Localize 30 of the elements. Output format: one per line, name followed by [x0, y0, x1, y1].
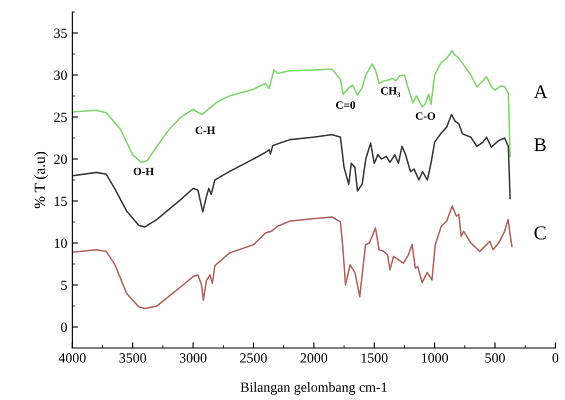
- x-axis-title: Bilangan gelombang cm-1: [240, 382, 387, 395]
- x-tick-label: 2500: [240, 353, 267, 363]
- y-tick-label: 30: [54, 70, 67, 80]
- annotation: C-H: [196, 126, 216, 134]
- annotation: O-H: [134, 168, 154, 176]
- x-tick-label: 1500: [362, 353, 388, 363]
- x-tick-label: 3500: [119, 353, 146, 363]
- y-axis-title: % T (a.u): [34, 152, 48, 208]
- y-tick-label: 0: [61, 322, 67, 332]
- y-tick-label: 20: [54, 154, 67, 164]
- y-tick-label: 25: [54, 112, 67, 122]
- y-tick-label: 5: [61, 280, 67, 290]
- x-tick-label: 0: [552, 353, 558, 363]
- annotation: C=0: [336, 101, 356, 109]
- y-tick-label: 10: [54, 238, 67, 248]
- annotation: CH₃: [380, 87, 400, 97]
- line-series: [72, 50, 511, 164]
- line-series: [72, 114, 511, 228]
- series-label: C: [534, 226, 546, 240]
- line-series: [72, 205, 513, 310]
- y-tick-label: 35: [54, 28, 67, 38]
- x-tick-label: 1000: [422, 353, 448, 363]
- x-tick-label: 2000: [300, 353, 328, 363]
- y-tick-label: 15: [54, 196, 67, 206]
- x-tick-label: 500: [485, 353, 505, 363]
- x-tick-label: 4000: [58, 353, 86, 363]
- annotation: C-O: [416, 112, 436, 120]
- series-label: B: [534, 138, 546, 152]
- series-label: A: [534, 85, 548, 98]
- x-tick-label: 3000: [180, 353, 206, 363]
